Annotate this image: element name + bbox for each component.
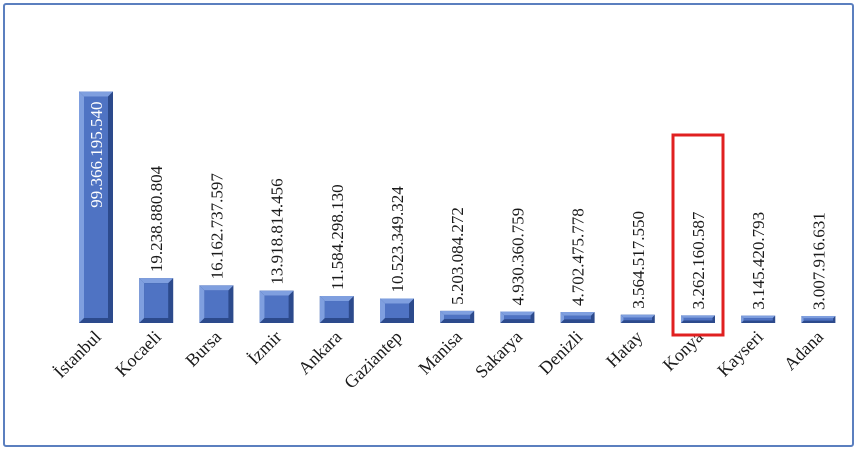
bar-bevel-left <box>139 278 145 323</box>
bar-bevel-left <box>801 315 804 323</box>
bar-bevel-top <box>79 91 113 97</box>
bar-bevel-left <box>259 290 265 323</box>
category-label: Denizli <box>535 327 587 379</box>
bar-bevel-top <box>380 298 414 304</box>
bar-bevel-top <box>259 290 294 296</box>
bar-bevel-top <box>319 296 354 302</box>
bar-bevel-top <box>620 314 655 318</box>
value-label: 4.702.475.778 <box>569 208 588 306</box>
value-labels-layer: 99.366.195.540 19.238.880.804 16.162.737.5… <box>87 101 828 310</box>
bar-bevel-left <box>440 310 445 323</box>
chart-frame <box>3 3 854 447</box>
bar-bevel-top <box>681 315 715 318</box>
value-label: 16.162.737.597 <box>207 173 226 280</box>
bar-face <box>564 315 591 320</box>
category-label: Kocaeli <box>111 327 165 381</box>
highlight-layer <box>671 133 725 337</box>
highlight-box <box>671 133 725 337</box>
value-label: 3.007.916.631 <box>809 212 828 310</box>
bar <box>620 314 655 323</box>
bar <box>319 296 354 323</box>
bar-face <box>623 317 653 321</box>
category-label: İzmir <box>244 327 286 369</box>
value-label: 13.918.814.456 <box>268 178 287 284</box>
bar <box>440 310 475 323</box>
bar-face <box>144 283 169 318</box>
value-label: 3.262.160.587 <box>689 211 708 309</box>
bar-bevel-left <box>500 311 505 323</box>
bar-face <box>204 290 229 318</box>
category-label: Bursa <box>181 327 225 371</box>
bar-bevel-left <box>319 296 325 323</box>
bar-bevel-left <box>620 314 624 323</box>
category-label: Hatay <box>602 327 647 372</box>
bars-layer <box>79 91 836 323</box>
value-label: 19.238.880.804 <box>147 165 166 272</box>
value-label: 5.203.084.272 <box>448 207 467 305</box>
category-label: Gaziantep <box>340 327 406 393</box>
bar <box>199 285 234 323</box>
bar <box>741 315 776 323</box>
bar-face <box>444 314 471 319</box>
bar-bevel-top <box>560 312 595 316</box>
category-label: Sakarya <box>471 327 526 382</box>
bar-bevel-left <box>741 315 744 323</box>
category-labels-layer: İstanbul Kocaeli Bursa İzmir AnkaraGaziantep… <box>50 327 828 393</box>
bar-face <box>504 315 531 320</box>
value-label: 3.564.517.550 <box>629 211 648 309</box>
bar-bevel-top <box>801 315 836 319</box>
bar-bevel-top <box>440 310 475 315</box>
bar-face <box>743 318 773 321</box>
bar <box>560 312 595 323</box>
value-label: 4.930.360.759 <box>508 208 527 306</box>
category-label: Adana <box>780 327 827 374</box>
bar-face <box>803 318 834 321</box>
bar <box>380 298 414 323</box>
value-label: 10.523.349.324 <box>388 186 407 293</box>
bar <box>681 315 715 323</box>
bar-face <box>683 317 713 321</box>
bar-bevel-top <box>139 278 174 284</box>
bar <box>500 311 535 323</box>
bar-face <box>84 96 108 318</box>
bar <box>801 315 836 323</box>
bar-face <box>324 301 349 318</box>
bar-face <box>264 295 289 318</box>
bar <box>79 91 113 323</box>
value-label: 99.366.195.540 <box>87 101 106 207</box>
value-label: 3.145.420.793 <box>749 212 768 310</box>
category-label: Manisa <box>414 327 466 379</box>
bar-bevel-left <box>560 312 565 323</box>
category-label: Ankara <box>294 327 346 379</box>
bar-bevel-top <box>500 311 535 316</box>
bar-bevel-left <box>380 298 385 323</box>
bar-face <box>385 303 409 318</box>
bar <box>139 278 174 323</box>
value-label: 11.584.298.130 <box>328 184 347 290</box>
bar-bevel-left <box>681 315 684 323</box>
bar <box>259 290 294 323</box>
bar-bevel-top <box>741 315 776 319</box>
bar-bevel-left <box>79 91 84 323</box>
bar-bevel-left <box>199 285 205 323</box>
category-label: İstanbul <box>50 327 105 382</box>
bar-bevel-top <box>199 285 234 291</box>
